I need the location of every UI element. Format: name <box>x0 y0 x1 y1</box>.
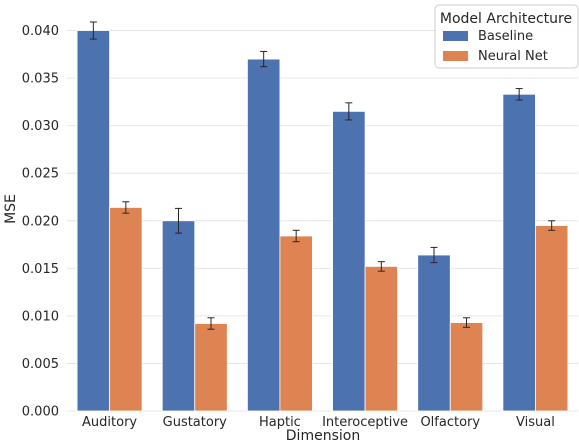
y-tick-label: 0.030 <box>22 119 59 134</box>
legend-swatch-neural-net <box>443 51 468 61</box>
bar-baseline-auditory <box>76 30 110 412</box>
legend-label-baseline: Baseline <box>478 29 533 44</box>
error-bar-baseline-haptic <box>260 50 268 68</box>
bar-neural-net-interoceptive <box>364 266 398 412</box>
x-tick-label: Olfactory <box>420 415 480 430</box>
y-tick-label: 0.040 <box>22 24 59 39</box>
error-bar-baseline-visual <box>515 88 523 101</box>
bar-baseline-gustatory <box>161 220 196 412</box>
y-tick-labels: 0.000 0.005 0.010 0.015 0.020 0.025 0.030 0.035… <box>22 24 59 419</box>
x-tick-label: Gustatory <box>163 415 228 430</box>
bar-neural-net-gustatory <box>194 323 228 412</box>
bar-baseline-haptic <box>247 58 281 412</box>
error-bar-baseline-interoceptive <box>345 102 353 121</box>
error-bar-neural-net-interoceptive <box>377 261 385 272</box>
x-tick-label: Auditory <box>82 415 137 430</box>
legend-box <box>434 4 579 69</box>
y-tick-label: 0.005 <box>22 357 59 372</box>
legend-label-neural-net: Neural Net <box>478 49 548 64</box>
error-bar-baseline-olfactory <box>430 246 438 264</box>
y-tick-label: 0.010 <box>22 309 59 324</box>
bar-neural-net-auditory <box>109 207 143 412</box>
bar-neural-net-haptic <box>279 235 313 412</box>
error-bar-neural-net-gustatory <box>207 317 215 330</box>
bar-baseline-visual <box>502 93 536 412</box>
error-bar-neural-net-haptic <box>292 229 300 243</box>
error-bar-neural-net-auditory <box>122 201 130 214</box>
error-bar-neural-net-visual <box>548 220 556 231</box>
x-tick-labels: Auditory Gustatory Haptic Interoceptive Olfa… <box>82 415 555 430</box>
y-tick-label: 0.025 <box>22 167 59 182</box>
y-tick-label: 0.035 <box>22 72 59 87</box>
error-bars <box>89 21 556 330</box>
y-tick-label: 0.020 <box>22 214 59 229</box>
bar-baseline-interoceptive <box>332 110 366 412</box>
legend: Model Architecture Baseline Neural Net <box>434 4 579 69</box>
x-tick-label: Haptic <box>259 415 301 430</box>
y-tick-label: 0.015 <box>22 262 59 277</box>
legend-swatch-baseline <box>443 31 468 41</box>
bars <box>76 30 569 412</box>
gridlines <box>67 30 578 412</box>
error-bar-baseline-gustatory <box>175 207 182 234</box>
x-tick-label: Interoceptive <box>322 415 408 430</box>
y-axis-label: MSE <box>3 194 19 224</box>
y-tick-label: 0.000 <box>22 405 59 420</box>
x-tick-label: Visual <box>516 415 555 430</box>
bar-neural-net-visual <box>535 225 569 412</box>
error-bar-baseline-auditory <box>89 21 97 40</box>
legend-title: Model Architecture <box>440 11 572 27</box>
x-axis-label: Dimension <box>286 428 360 443</box>
bar-neural-net-olfactory <box>449 322 484 412</box>
bar-baseline-olfactory <box>417 254 451 412</box>
error-bar-neural-net-olfactory <box>463 317 470 328</box>
